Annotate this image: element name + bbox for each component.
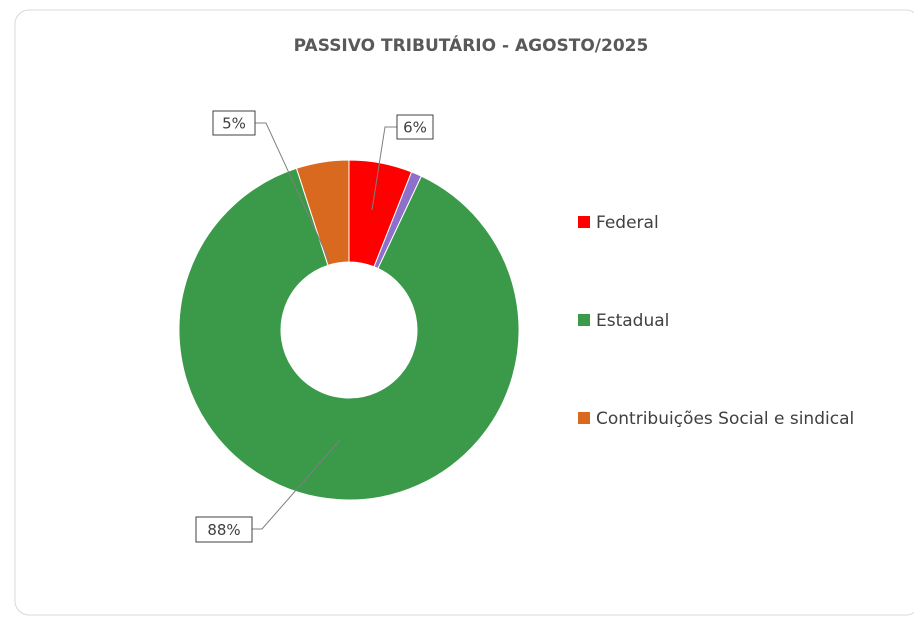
donut-slice bbox=[295, 159, 350, 266]
legend-label: Federal bbox=[596, 213, 659, 233]
donut-slice bbox=[178, 167, 520, 501]
data-label: 88% bbox=[207, 521, 240, 539]
label-box bbox=[212, 110, 256, 136]
legend-swatch bbox=[578, 314, 590, 326]
legend-swatch bbox=[578, 216, 590, 228]
data-label: 5% bbox=[222, 115, 246, 133]
chart-title: PASSIVO TRIBUTÁRIO - AGOSTO/2025 bbox=[294, 34, 649, 56]
legend-label: Estadual bbox=[596, 311, 669, 331]
leader-line bbox=[371, 126, 397, 211]
label-box bbox=[396, 114, 434, 140]
label-box bbox=[195, 516, 253, 543]
data-label: 6% bbox=[403, 119, 427, 137]
leader-line bbox=[255, 122, 331, 263]
legend-label: Contribuições Social e sindical bbox=[596, 409, 854, 429]
leader-line bbox=[252, 439, 341, 530]
legend-swatch bbox=[578, 412, 590, 424]
